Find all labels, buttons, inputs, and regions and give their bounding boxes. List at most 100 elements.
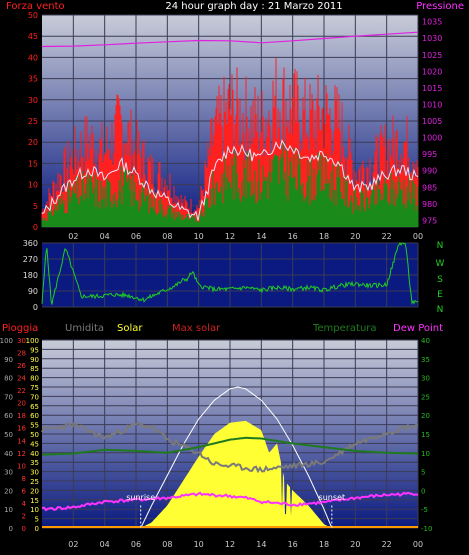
pressure-line [41,31,419,48]
x-tick-label: 06 [131,540,141,549]
legend-item: Pioggia [2,323,38,334]
rain-tick-label: 6 [22,487,27,495]
humidity-tick-label: 70 [4,393,13,401]
solar-tick-label: 10 [30,506,39,514]
x-tick-label: 06 [131,232,141,241]
climate-series [41,386,419,529]
x-tick-label: 04 [100,540,110,549]
solar-tick-label: 70 [30,393,39,401]
wind-tick-label: 20 [28,138,38,147]
wind-tick-label: 25 [28,117,38,126]
wind-tick-label: 40 [28,53,38,62]
legend-item: Umidita [65,323,104,334]
solar-tick-label: 60 [30,412,39,420]
pressure-tick-label: 1025 [422,51,442,60]
direction-tick-label: 0 [33,303,38,312]
solar-tick-label: 90 [30,356,39,364]
pressure-axis: 975 980 985 990 995 1000 1005 1010 1015 1020 1025 1… [422,18,442,226]
solar-tick-label: 25 [30,478,39,486]
rain-tick-label: 10 [17,462,26,470]
solar-area [140,420,332,528]
x-tick-label: 14 [256,232,266,241]
temperature-tick-label: 20 [421,412,430,420]
solar-tick-label: 95 [30,346,39,354]
compass-label: W [436,259,445,269]
humidity-tick-label: 30 [4,469,13,477]
rain-tick-label: 4 [22,500,27,508]
humidity-tick-label: 0 [9,525,13,533]
pressure-tick-label: 1010 [422,100,442,109]
wind-tick-label: 30 [28,96,38,105]
rain-tick-label: 22 [17,387,26,395]
legend-item: Max solar [172,323,221,334]
x-tick-label: 16 [288,540,298,549]
pressure-tick-label: 1030 [422,34,442,43]
sunset-label: sunset [319,493,346,502]
solar-tick-label: 20 [30,487,39,495]
dew-point-line [41,491,419,512]
temperature-tick-label: 30 [421,375,430,383]
x-tick-label: 22 [382,232,392,241]
wind-speed-line [41,139,419,221]
x-tick-label: 14 [256,540,266,549]
wind-tick-label: 35 [28,75,38,84]
rain-tick-label: 16 [17,425,26,433]
x-tick-label: 00 [413,540,423,549]
x-tick-label: 20 [350,540,360,549]
solar-tick-label: 5 [35,516,39,524]
rain-tick-label: 8 [22,475,26,483]
wind-tick-label: 50 [28,11,38,20]
solar-tick-label: 50 [30,431,39,439]
x-tick-label: 22 [382,540,392,549]
x-tick-label: 12 [225,232,235,241]
pressure-tick-label: 980 [422,200,437,209]
compass-label: N [437,305,444,315]
solar-tick-label: 80 [30,375,39,383]
wind-speed-axis: 0 5 10 15 20 25 30 35 40 45 50 [28,11,38,232]
solar-tick-label: 55 [30,422,39,430]
pressure-tick-label: 1000 [422,134,442,143]
direction-tick-label: 90 [28,287,38,296]
x-tick-label: 12 [225,540,235,549]
climate-axes: 0102030405060708090100024681012141618202… [0,337,432,533]
wind-series [41,31,419,227]
rain-tick-label: 12 [17,450,26,458]
solar-tick-label: 75 [30,384,39,392]
wind-tick-label: 5 [33,202,38,211]
pressure-tick-label: 975 [422,216,437,225]
wind-tick-label: 0 [33,223,38,232]
direction-tick-label: 270 [23,255,38,264]
rain-tick-label: 2 [22,512,26,520]
solar-tick-label: 100 [26,337,39,345]
pressure-tick-label: 990 [422,167,437,176]
temperature-line [41,436,419,456]
legend-item: Solar [117,323,143,334]
sun-annotations: sunrise sunset [126,493,345,528]
pressure-tick-label: 1035 [422,18,442,27]
right-title: Pressione [416,1,464,12]
x-tick-label: 00 [413,232,423,241]
humidity-tick-label: 10 [4,506,13,514]
humidity-tick-label: 100 [0,337,13,345]
humidity-tick-label: 90 [4,356,13,364]
solar-tick-label: 65 [30,403,39,411]
wind-panel-x-axis: 02 04 06 08 10 12 14 16 18 20 22 00 [68,232,423,241]
sunrise-label: sunrise [126,493,155,502]
x-tick-label: 16 [288,232,298,241]
x-tick-label: 08 [162,232,172,241]
temperature-tick-label: 0 [421,487,425,495]
rain-tick-label: 24 [17,375,26,383]
legend-item: Temperatura [312,323,377,334]
solar-tick-label: 40 [30,450,39,458]
humidity-line [41,422,419,474]
rain-tick-label: 14 [17,437,26,445]
temperature-tick-label: 10 [421,450,430,458]
temperature-tick-label: 25 [421,393,430,401]
temperature-tick-label: 5 [421,469,425,477]
temperature-tick-label: 40 [421,337,430,345]
humidity-tick-label: 20 [4,487,13,495]
rain-tick-label: 20 [17,400,26,408]
solar-tick-label: 15 [30,497,39,505]
compass-label: N [437,241,444,251]
